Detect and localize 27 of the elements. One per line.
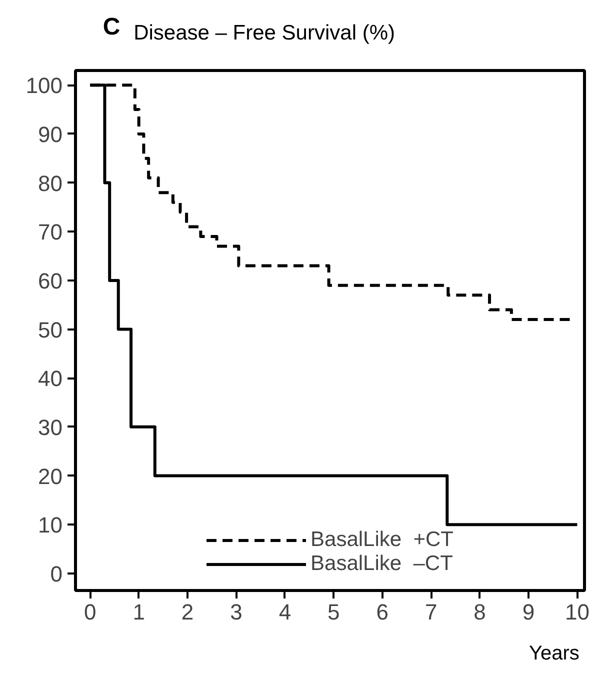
chart-title: C xyxy=(102,14,120,40)
x-tick-label: 0 xyxy=(84,600,96,624)
x-tick-label: 2 xyxy=(181,600,194,624)
x-tick-label: 8 xyxy=(474,600,486,624)
x-tick-label: 6 xyxy=(376,600,388,624)
legend-label: BasalLike –CT xyxy=(310,552,453,576)
y-axis-title: Disease – Free Survival (%) xyxy=(134,22,395,44)
y-tick-label: 10 xyxy=(38,512,63,538)
x-tick-label: 3 xyxy=(230,600,242,624)
x-tick-label: 5 xyxy=(328,600,340,624)
y-tick-label: 20 xyxy=(38,464,63,489)
y-tick-label: 90 xyxy=(38,122,63,147)
y-tick-label: 60 xyxy=(38,268,63,294)
x-tick-label: 1 xyxy=(132,600,145,624)
x-tick-label: 9 xyxy=(522,600,535,624)
y-tick-label: 50 xyxy=(38,317,63,342)
x-tick-label: 7 xyxy=(424,600,438,624)
y-tick-label: 80 xyxy=(38,170,63,196)
legend-label: BasalLike +CT xyxy=(310,528,454,552)
y-tick-label: 100 xyxy=(26,73,63,98)
y-tick-label: 40 xyxy=(38,366,63,392)
y-tick-label: 70 xyxy=(38,220,63,245)
x-tick-label: 4 xyxy=(278,600,292,624)
x-tick-label: 10 xyxy=(564,600,590,624)
y-tick-label: 30 xyxy=(38,414,63,440)
y-tick-label: 0 xyxy=(50,561,63,586)
x-axis-title: Years xyxy=(528,642,580,664)
